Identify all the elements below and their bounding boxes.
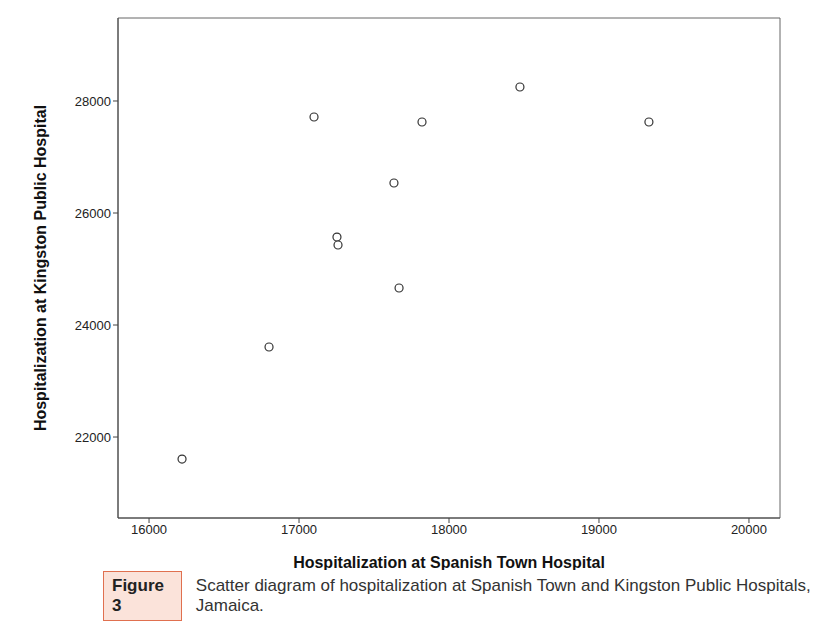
html-text:Figure 3: Figure 3 — [112, 576, 164, 615]
svg-text:Hospitalization at Kingston Pu: Hospitalization at Kingston Public Hospi… — [32, 105, 49, 431]
svg-text:26000: 26000 — [75, 206, 111, 221]
svg-text:24000: 24000 — [75, 318, 111, 333]
svg-text:16000: 16000 — [131, 522, 167, 537]
html-text:Scatter diagram of hospitaliza: Scatter diagram of hospitalization at Sp… — [195, 576, 811, 615]
svg-text:20000: 20000 — [731, 522, 767, 537]
svg-text:Hospitalization at Spanish Tow: Hospitalization at Spanish Town Hospital — [293, 554, 605, 570]
svg-text:19000: 19000 — [581, 522, 617, 537]
svg-text:22000: 22000 — [75, 430, 111, 445]
svg-text:17000: 17000 — [281, 522, 317, 537]
svg-text:18000: 18000 — [431, 522, 467, 537]
svg-text:28000: 28000 — [75, 94, 111, 109]
